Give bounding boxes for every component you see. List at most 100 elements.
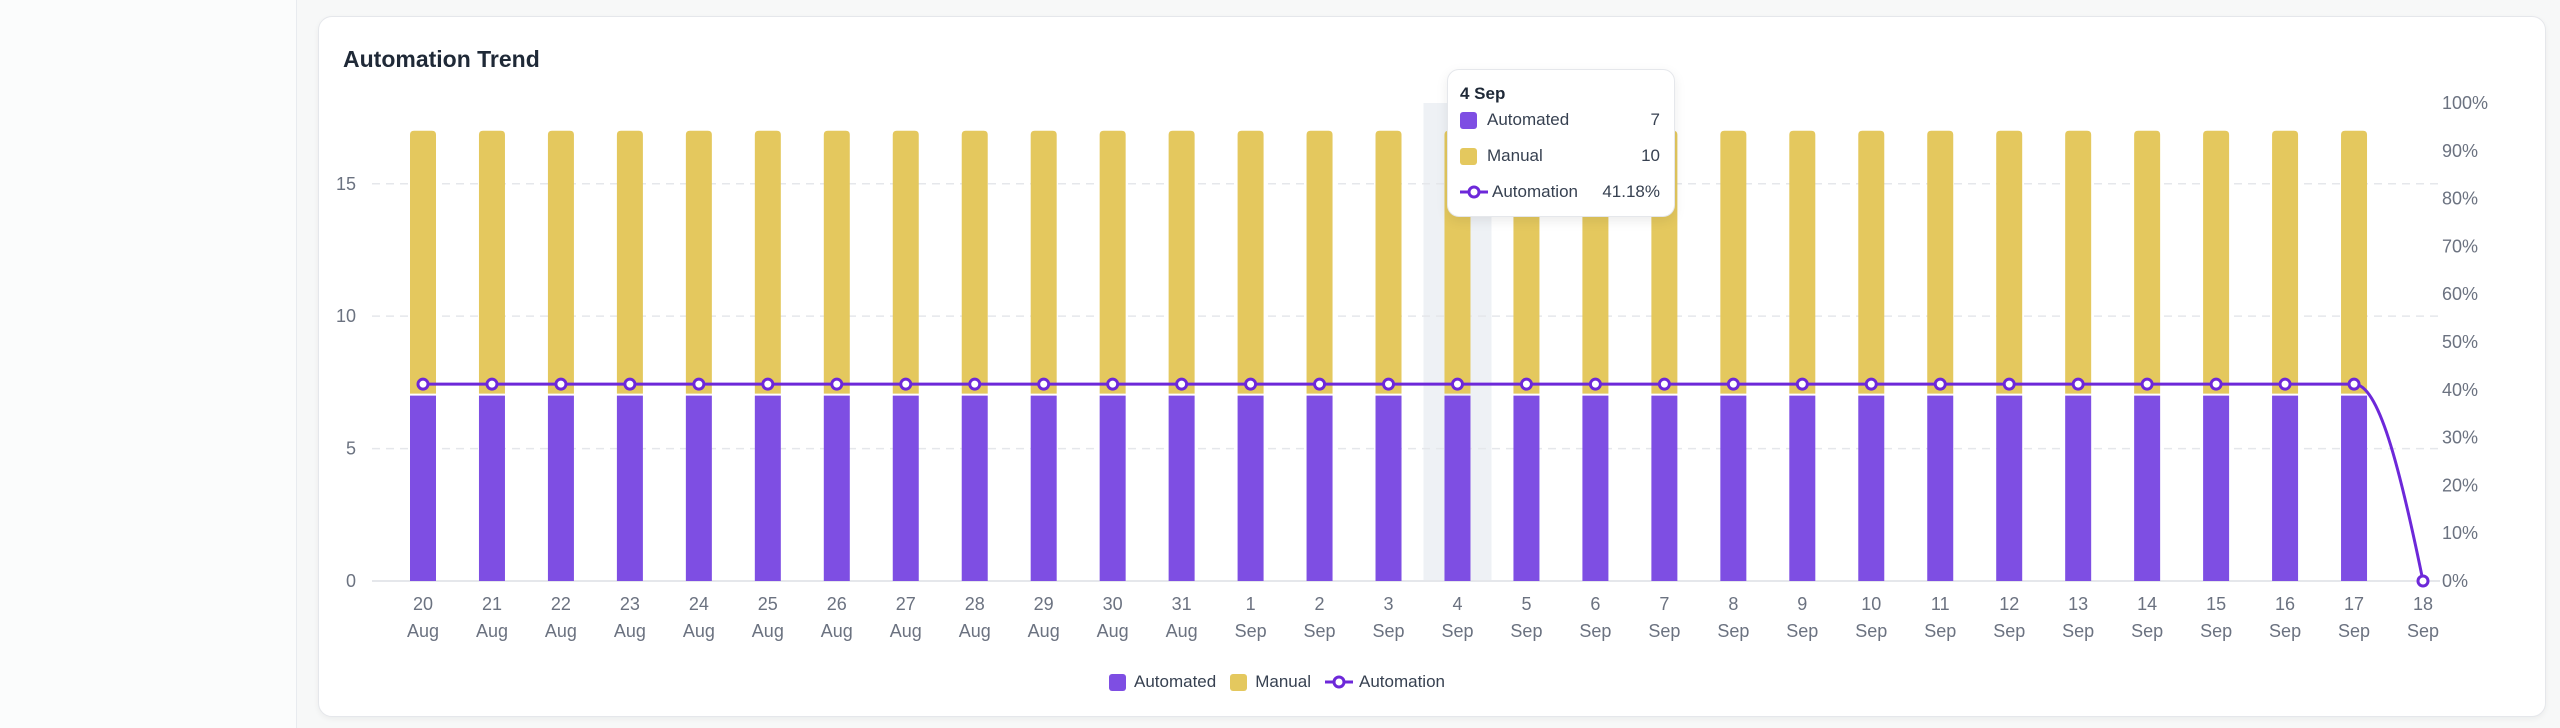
x-tick-day: 18 (2413, 594, 2433, 614)
x-tick-month: Sep (2338, 621, 2370, 641)
bar-automated (2065, 395, 2092, 581)
x-tick-day: 26 (827, 594, 847, 614)
x-tick-day: 23 (620, 594, 640, 614)
bar-automated (1444, 395, 1471, 581)
bar-automated (1513, 395, 1540, 581)
bar-manual (1099, 130, 1126, 394)
x-tick-day: 9 (1797, 594, 1807, 614)
x-tick-day: 10 (1861, 594, 1881, 614)
automation-point (968, 377, 982, 391)
automation-point (1450, 377, 1464, 391)
automation-point (830, 377, 844, 391)
bar-automated (961, 395, 988, 581)
x-tick-day: 2 (1315, 594, 1325, 614)
bar-manual (961, 130, 988, 394)
x-tick-day: 4 (1452, 594, 1462, 614)
bar-automated (616, 395, 643, 581)
automated-swatch-icon (1109, 673, 1126, 691)
automation-point (1588, 377, 1602, 391)
tooltip-date: 4 Sep (1460, 84, 1506, 103)
x-tick-month: Aug (476, 621, 508, 641)
tooltip-row-automation: Automation 41.18% (1460, 180, 1660, 204)
bar-automated (1168, 395, 1195, 581)
x-tick-month: Aug (614, 621, 646, 641)
y-right-tick-label: 20% (2442, 475, 2478, 495)
bar-automated (547, 395, 574, 581)
bar-manual (1168, 130, 1195, 394)
legend-label: Automation (1359, 672, 1445, 691)
x-tick-month: Sep (1717, 621, 1749, 641)
tooltip-value: 10 (1641, 146, 1660, 165)
automation-point (761, 377, 775, 391)
automation-point (1175, 377, 1189, 391)
bar-manual (2065, 130, 2092, 394)
x-tick-day: 22 (551, 594, 571, 614)
chart-title: Automation Trend (343, 46, 540, 72)
bar-manual (410, 130, 436, 394)
y-right-tick-label: 0% (2442, 571, 2468, 591)
x-tick-day: 7 (1659, 594, 1669, 614)
bar-manual (478, 130, 505, 394)
automation-point (1933, 377, 1947, 391)
y-left-tick-label: 5 (346, 439, 356, 459)
legend-label: Manual (1255, 672, 1311, 691)
bar-manual (1996, 130, 2023, 394)
x-tick-day: 5 (1521, 594, 1531, 614)
automation-point (623, 377, 637, 391)
legend-item-manual[interactable]: Manual (1230, 672, 1311, 692)
x-tick-day: 14 (2137, 594, 2157, 614)
y-right-tick-label: 10% (2442, 523, 2478, 543)
bar-automated (1720, 395, 1747, 581)
bar-manual (1030, 130, 1057, 394)
bar-automated (1651, 395, 1678, 581)
bar-manual (1927, 130, 1954, 394)
legend-item-automated[interactable]: Automated (1109, 672, 1216, 692)
bar-automated (478, 395, 505, 581)
bar-automated (1306, 395, 1333, 581)
automated-swatch-icon (1460, 111, 1477, 129)
automation-point (2416, 574, 2430, 588)
x-tick-day: 3 (1384, 594, 1394, 614)
bar-automated (1099, 395, 1126, 581)
x-tick-day: 24 (689, 594, 709, 614)
tooltip-label: Automated (1487, 110, 1570, 129)
x-tick-month: Sep (2407, 621, 2439, 641)
x-tick-month: Aug (752, 621, 784, 641)
x-tick-month: Sep (1510, 621, 1542, 641)
x-tick-day: 21 (482, 594, 502, 614)
x-tick-month: Sep (1855, 621, 1887, 641)
bar-automated (1789, 395, 1816, 581)
bar-automated (1996, 395, 2023, 581)
y-right-tick-label: 90% (2442, 141, 2478, 161)
bar-manual (2203, 130, 2230, 394)
y-right-tick-label: 100% (2442, 93, 2488, 113)
x-tick-month: Aug (683, 621, 715, 641)
automation-point (2002, 377, 2016, 391)
bar-manual (1237, 130, 1264, 394)
x-tick-day: 28 (965, 594, 985, 614)
bar-manual (685, 130, 712, 394)
bar-automated (823, 395, 850, 581)
x-tick-month: Sep (1441, 621, 1473, 641)
automation-point (485, 377, 499, 391)
tooltip-row-manual: Manual 10 (1460, 144, 1660, 168)
x-tick-month: Sep (1648, 621, 1680, 641)
automation-point (1037, 377, 1051, 391)
x-tick-month: Aug (890, 621, 922, 641)
x-tick-day: 20 (413, 594, 433, 614)
x-tick-month: Sep (2131, 621, 2163, 641)
x-tick-day: 25 (758, 594, 778, 614)
y-left-tick-label: 15 (336, 174, 356, 194)
bar-manual (1306, 130, 1333, 394)
chart-legend: Automated Manual Automation (0, 672, 2560, 692)
x-tick-day: 1 (1246, 594, 1256, 614)
x-tick-day: 15 (2206, 594, 2226, 614)
x-tick-month: Sep (2062, 621, 2094, 641)
x-tick-month: Aug (1028, 621, 1060, 641)
automation-line (423, 382, 2425, 582)
automation-point (692, 377, 706, 391)
legend-item-automation[interactable]: Automation (1325, 672, 1445, 692)
left-panel (0, 0, 297, 728)
y-right-tick-label: 70% (2442, 236, 2478, 256)
